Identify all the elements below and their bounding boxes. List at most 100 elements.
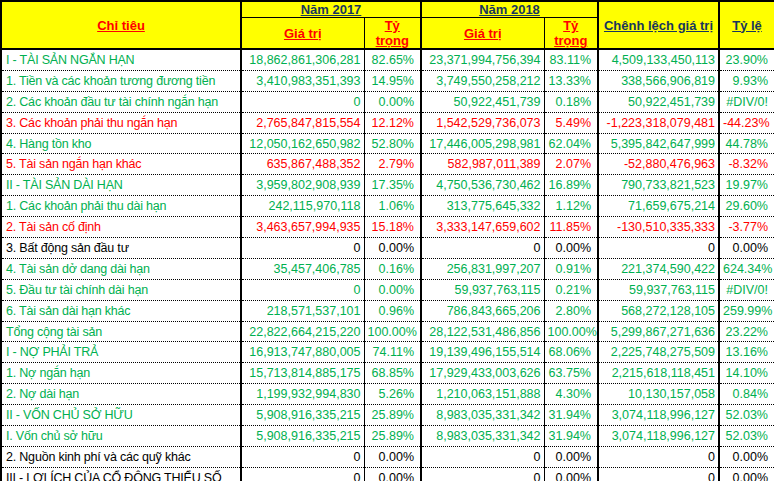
weight-2018-cell[interactable]: 0.00% (544, 467, 598, 481)
diff-value-cell[interactable]: 3,074,118,996,127 (598, 405, 719, 426)
diff-value-cell[interactable]: 2,215,618,118,451 (598, 363, 719, 384)
diff-value-cell[interactable]: 5,395,842,647,999 (598, 133, 719, 154)
value-2017-cell[interactable]: 5,908,916,335,215 (241, 405, 364, 426)
row-label-cell[interactable]: II - TÀI SẢN DÀI HẠN (1, 175, 241, 196)
diff-value-cell[interactable]: 3,074,118,996,127 (598, 426, 719, 447)
ratio-cell[interactable]: 23.22% (719, 321, 774, 342)
value-2017-cell[interactable]: 3,959,802,908,939 (241, 175, 364, 196)
diff-value-cell[interactable]: 71,659,675,214 (598, 196, 719, 217)
weight-2017-cell[interactable]: 74.11% (364, 342, 421, 363)
weight-2018-cell[interactable]: 2.07% (544, 154, 598, 175)
ratio-cell[interactable]: 259.99% (719, 300, 774, 321)
weight-2018-cell[interactable]: 5.49% (544, 112, 598, 133)
weight-2017-cell[interactable]: 68.85% (364, 363, 421, 384)
ratio-cell[interactable]: 0.00% (719, 446, 774, 467)
diff-value-cell[interactable]: 59,937,763,115 (598, 279, 719, 300)
weight-2018-cell[interactable]: 0.91% (544, 258, 598, 279)
weight-2017-cell[interactable]: 25.89% (364, 426, 421, 447)
row-label-cell[interactable]: Tổng cộng tài sản (1, 321, 241, 342)
header-criteria[interactable]: Chỉ tiêu (1, 1, 241, 49)
value-2017-cell[interactable]: 635,867,488,352 (241, 154, 364, 175)
weight-2018-cell[interactable]: 2.80% (544, 300, 598, 321)
value-2018-cell[interactable]: 17,446,005,298,981 (421, 133, 544, 154)
weight-2018-cell[interactable]: 100.00% (544, 321, 598, 342)
value-2017-cell[interactable]: 2,765,847,815,554 (241, 112, 364, 133)
weight-2018-cell[interactable]: 13.33% (544, 70, 598, 91)
value-2017-cell[interactable]: 1,199,932,994,830 (241, 384, 364, 405)
header-year-2017[interactable]: Năm 2017 (241, 1, 421, 18)
weight-2017-cell[interactable]: 52.80% (364, 133, 421, 154)
weight-2018-cell[interactable]: 0.00% (544, 238, 598, 259)
row-label-cell[interactable]: III - LỢI ÍCH CỦA CỔ ĐÔNG THIỂU SỐ (1, 467, 241, 481)
value-2018-cell[interactable]: 8,983,035,331,342 (421, 405, 544, 426)
value-2018-cell[interactable]: 3,333,147,659,602 (421, 217, 544, 238)
value-2018-cell[interactable]: 786,843,665,206 (421, 300, 544, 321)
row-label-cell[interactable]: 6. Tài sản dài hạn khác (1, 300, 241, 321)
ratio-cell[interactable]: -8.32% (719, 154, 774, 175)
value-2017-cell[interactable]: 0 (241, 446, 364, 467)
row-label-cell[interactable]: 2. Nợ dài hạn (1, 384, 241, 405)
value-2017-cell[interactable]: 0 (241, 467, 364, 481)
header-value-2017[interactable]: Giá trị (241, 18, 364, 50)
value-2017-cell[interactable]: 0 (241, 238, 364, 259)
row-label-cell[interactable]: 2. Tài sản cố định (1, 217, 241, 238)
value-2017-cell[interactable]: 15,713,814,885,175 (241, 363, 364, 384)
row-label-cell[interactable]: 1. Nợ ngắn hạn (1, 363, 241, 384)
weight-2017-cell[interactable]: 14.95% (364, 70, 421, 91)
weight-2017-cell[interactable]: 100.00% (364, 321, 421, 342)
weight-2017-cell[interactable]: 25.89% (364, 405, 421, 426)
header-value-2018[interactable]: Giá trị (421, 18, 544, 50)
diff-value-cell[interactable]: 10,130,157,058 (598, 384, 719, 405)
ratio-cell[interactable]: -3.77% (719, 217, 774, 238)
value-2018-cell[interactable]: 19,139,496,155,514 (421, 342, 544, 363)
value-2017-cell[interactable]: 242,115,970,118 (241, 196, 364, 217)
header-ratio[interactable]: Tỷ lệ (719, 1, 774, 49)
weight-2018-cell[interactable]: 4.30% (544, 384, 598, 405)
weight-2017-cell[interactable]: 12.12% (364, 112, 421, 133)
ratio-cell[interactable]: 52.03% (719, 405, 774, 426)
ratio-cell[interactable]: 29.60% (719, 196, 774, 217)
value-2018-cell[interactable]: 3,749,550,258,212 (421, 70, 544, 91)
value-2018-cell[interactable]: 17,929,433,003,626 (421, 363, 544, 384)
weight-2017-cell[interactable]: 5.26% (364, 384, 421, 405)
weight-2017-cell[interactable]: 0.00% (364, 91, 421, 112)
weight-2017-cell[interactable]: 0.16% (364, 258, 421, 279)
row-label-cell[interactable]: 4. Tài sản dở dang dài hạn (1, 258, 241, 279)
diff-value-cell[interactable]: 221,374,590,422 (598, 258, 719, 279)
value-2017-cell[interactable]: 35,457,406,785 (241, 258, 364, 279)
value-2017-cell[interactable]: 3,410,983,351,393 (241, 70, 364, 91)
weight-2017-cell[interactable]: 0.96% (364, 300, 421, 321)
weight-2018-cell[interactable]: 31.94% (544, 426, 598, 447)
value-2018-cell[interactable]: 59,937,763,115 (421, 279, 544, 300)
value-2018-cell[interactable]: 1,210,063,151,888 (421, 384, 544, 405)
weight-2017-cell[interactable]: 1.06% (364, 196, 421, 217)
row-label-cell[interactable]: 2. Nguồn kinh phí và các quỹ khác (1, 446, 241, 467)
ratio-cell[interactable]: -44.23% (719, 112, 774, 133)
row-label-cell[interactable]: 1. Tiền và các khoản tương đương tiền (1, 70, 241, 91)
ratio-cell[interactable]: 13.16% (719, 342, 774, 363)
weight-2018-cell[interactable]: 16.89% (544, 175, 598, 196)
row-label-cell[interactable]: I - TÀI SẢN NGẮN HẠN (1, 49, 241, 70)
diff-value-cell[interactable]: -1,223,318,079,481 (598, 112, 719, 133)
header-year-2018[interactable]: Năm 2018 (421, 1, 598, 18)
ratio-cell[interactable]: 44.78% (719, 133, 774, 154)
weight-2017-cell[interactable]: 0.00% (364, 467, 421, 481)
ratio-cell[interactable]: #DIV/0! (719, 91, 774, 112)
row-label-cell[interactable]: 2. Các khoản đầu tư tài chính ngắn hạn (1, 91, 241, 112)
row-label-cell[interactable]: 5. Đầu tư tài chính dài hạn (1, 279, 241, 300)
value-2018-cell[interactable]: 1,542,529,736,073 (421, 112, 544, 133)
diff-value-cell[interactable]: 2,225,748,275,509 (598, 342, 719, 363)
weight-2018-cell[interactable]: 62.04% (544, 133, 598, 154)
weight-2018-cell[interactable]: 0.21% (544, 279, 598, 300)
header-weight-2018[interactable]: Tỷ trọng (544, 18, 598, 50)
value-2018-cell[interactable]: 582,987,011,389 (421, 154, 544, 175)
value-2018-cell[interactable]: 28,122,531,486,856 (421, 321, 544, 342)
value-2018-cell[interactable]: 23,371,994,756,394 (421, 49, 544, 70)
diff-value-cell[interactable]: 0 (598, 446, 719, 467)
weight-2018-cell[interactable]: 0.00% (544, 446, 598, 467)
ratio-cell[interactable]: #DIV/0! (719, 279, 774, 300)
ratio-cell[interactable]: 14.10% (719, 363, 774, 384)
weight-2018-cell[interactable]: 0.18% (544, 91, 598, 112)
row-label-cell[interactable]: 1. Các khoản phải thu dài hạn (1, 196, 241, 217)
diff-value-cell[interactable]: 568,272,128,105 (598, 300, 719, 321)
